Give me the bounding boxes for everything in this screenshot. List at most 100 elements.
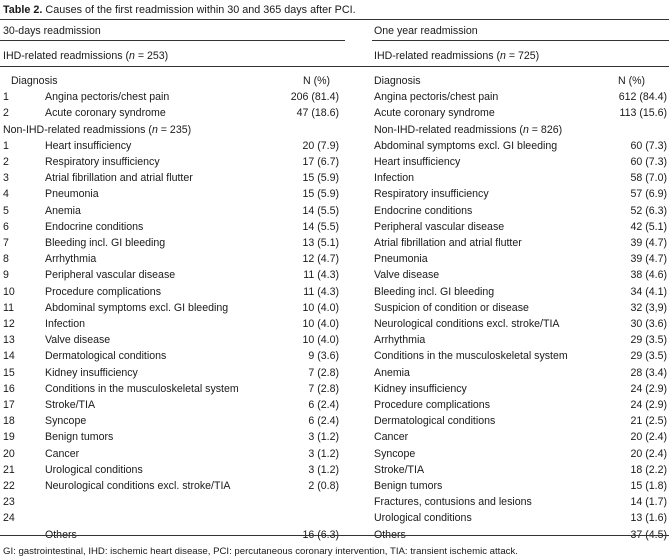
left-row-diagnosis: Others <box>45 528 77 541</box>
left-row-n: 16 (6.3) <box>302 528 339 541</box>
right-row-diagnosis: Pneumonia <box>374 253 428 266</box>
left-row-n: 6 (2.4) <box>308 415 339 428</box>
left-row-diagnosis: Procedure complications <box>45 285 161 298</box>
left-row-num: 8 <box>3 253 9 266</box>
right-non-ihd-label: Non-IHD-related readmissions (n = 826) <box>374 123 563 136</box>
left-col-diagnosis: Diagnosis <box>11 75 58 87</box>
right-row-diagnosis: Peripheral vascular disease <box>374 220 505 233</box>
right-row-diagnosis: Anemia <box>374 366 410 379</box>
left-row-diagnosis: Heart insufficiency <box>45 139 132 152</box>
right-row-n: 24 (2.9) <box>630 399 667 411</box>
right-row-n: 39 (4.7) <box>630 253 667 266</box>
left-row-n: 15 (5.9) <box>302 172 339 185</box>
left-row-n: 3 (1.2) <box>308 463 339 476</box>
left-row-diagnosis: Anemia <box>45 204 81 217</box>
right-row-diagnosis: Benign tumors <box>374 480 443 492</box>
left-ihd-diagnosis: Angina pectoris/chest pain <box>45 91 170 104</box>
left-ihd-diagnosis: Acute coronary syndrome <box>45 107 166 120</box>
right-row-n: 15 (1.8) <box>630 480 667 492</box>
right-row-n: 32 (3,9) <box>630 301 667 314</box>
left-row-num: 9 <box>3 269 9 282</box>
right-row-diagnosis: Heart insufficiency <box>374 156 461 168</box>
right-row-n: 38 (4.6) <box>630 269 667 282</box>
right-row-n: 24 (2.9) <box>630 382 667 395</box>
right-row-n: 29 (3.5) <box>630 350 667 363</box>
left-row-diagnosis: Bleeding incl. GI bleeding <box>45 237 166 249</box>
left-ihd-n: 206 (81.4) <box>290 91 339 104</box>
right-row-diagnosis: Conditions in the musculoskeletal system <box>374 350 568 363</box>
right-ihd-n: 113 (15.6) <box>619 107 667 120</box>
left-row-num: 22 <box>3 480 15 492</box>
left-row-num: 11 <box>3 301 14 314</box>
right-row-diagnosis: Arrhythmia <box>374 334 426 347</box>
left-row-num: 18 <box>3 415 15 428</box>
right-row-n: 30 (3.6) <box>630 318 667 330</box>
left-row-num: 2 <box>3 156 9 168</box>
left-row-num: 12 <box>3 318 15 330</box>
right-row-n: 13 (1.6) <box>630 512 667 525</box>
left-row-num: 7 <box>3 237 9 249</box>
right-row-diagnosis: Neurological conditions excl. stroke/TIA <box>374 318 560 330</box>
right-ihd-diagnosis: Acute coronary syndrome <box>374 107 495 120</box>
right-row-diagnosis: Endocrine conditions <box>374 204 473 217</box>
left-row-n: 11 (4.3) <box>303 269 339 282</box>
left-row-diagnosis: Dermatological conditions <box>45 350 167 363</box>
right-row-n: 39 (4.7) <box>630 237 667 249</box>
left-non-ihd-label: Non-IHD-related readmissions (n = 235) <box>3 123 192 136</box>
left-row-diagnosis: Urological conditions <box>45 463 143 476</box>
table-label: Table 2. <box>3 4 43 16</box>
left-row-n: 13 (5.1) <box>302 237 339 249</box>
right-row-n: 37 (4.5) <box>630 528 667 541</box>
left-row-n: 15 (5.9) <box>302 188 339 201</box>
left-row-diagnosis: Stroke/TIA <box>45 399 96 411</box>
left-row-diagnosis: Neurological conditions excl. stroke/TIA <box>45 480 231 492</box>
left-row-num: 4 <box>3 188 9 201</box>
right-row-diagnosis: Syncope <box>374 447 416 460</box>
right-row-diagnosis: Abdominal symptoms excl. GI bleeding <box>374 139 558 152</box>
right-row-diagnosis: Valve disease <box>374 269 440 282</box>
right-row-n: 60 (7.3) <box>630 156 667 168</box>
footnote: GI: gastrointestinal, IHD: ischemic hear… <box>3 546 518 557</box>
bottom-rule <box>0 535 669 536</box>
right-row-n: 21 (2.5) <box>630 415 667 428</box>
left-row-diagnosis: Cancer <box>45 447 80 460</box>
left-section-title: 30-days readmission <box>3 25 101 37</box>
left-row-diagnosis: Benign tumors <box>45 431 114 444</box>
table-caption-text: Causes of the first readmission within 3… <box>45 4 356 16</box>
right-row-n: 52 (6.3) <box>630 204 667 217</box>
left-row-n: 10 (4.0) <box>302 318 339 330</box>
left-row-num: 6 <box>3 220 9 233</box>
right-row-diagnosis: Suspicion of condition or disease <box>374 301 529 314</box>
right-row-diagnosis: Procedure complications <box>374 399 490 411</box>
left-row-n: 12 (4.7) <box>302 253 339 266</box>
left-row-diagnosis: Kidney insufficiency <box>45 366 138 379</box>
left-row-diagnosis: Valve disease <box>45 334 111 347</box>
right-row-diagnosis: Cancer <box>374 431 409 444</box>
right-row-diagnosis: Stroke/TIA <box>374 463 425 476</box>
left-ihd-num: 1 <box>3 91 9 104</box>
right-ihd-label: IHD-related readmissions (n = 725) <box>374 50 540 62</box>
left-ihd-label: IHD-related readmissions (n = 253) <box>3 50 169 62</box>
left-row-diagnosis: Peripheral vascular disease <box>45 269 176 282</box>
left-row-num: 15 <box>3 366 15 379</box>
right-section-rule <box>372 40 669 41</box>
right-row-diagnosis: Infection <box>374 172 415 185</box>
left-row-n: 9 (3.6) <box>308 350 339 363</box>
left-row-diagnosis: Endocrine conditions <box>45 220 144 233</box>
left-row-num: 16 <box>3 382 15 395</box>
right-row-diagnosis: Respiratory insufficiency <box>374 188 489 201</box>
left-row-diagnosis: Respiratory insufficiency <box>45 156 160 168</box>
right-row-n: 14 (1.7) <box>630 496 667 509</box>
left-row-num: 14 <box>3 350 15 363</box>
left-row-diagnosis: Pneumonia <box>45 188 99 201</box>
left-row-num: 5 <box>3 204 9 217</box>
left-ihd-num: 2 <box>3 107 9 120</box>
right-row-n: 28 (3.4) <box>630 366 667 379</box>
left-row-diagnosis: Atrial fibrillation and atrial flutter <box>45 172 193 185</box>
left-row-n: 3 (1.2) <box>308 431 339 444</box>
left-row-diagnosis: Abdominal symptoms excl. GI bleeding <box>45 301 229 314</box>
right-row-diagnosis: Atrial fibrillation and atrial flutter <box>374 237 522 249</box>
right-col-diagnosis: Diagnosis <box>374 75 421 87</box>
right-row-n: 60 (7.3) <box>630 139 667 152</box>
right-row-diagnosis: Dermatological conditions <box>374 415 496 428</box>
